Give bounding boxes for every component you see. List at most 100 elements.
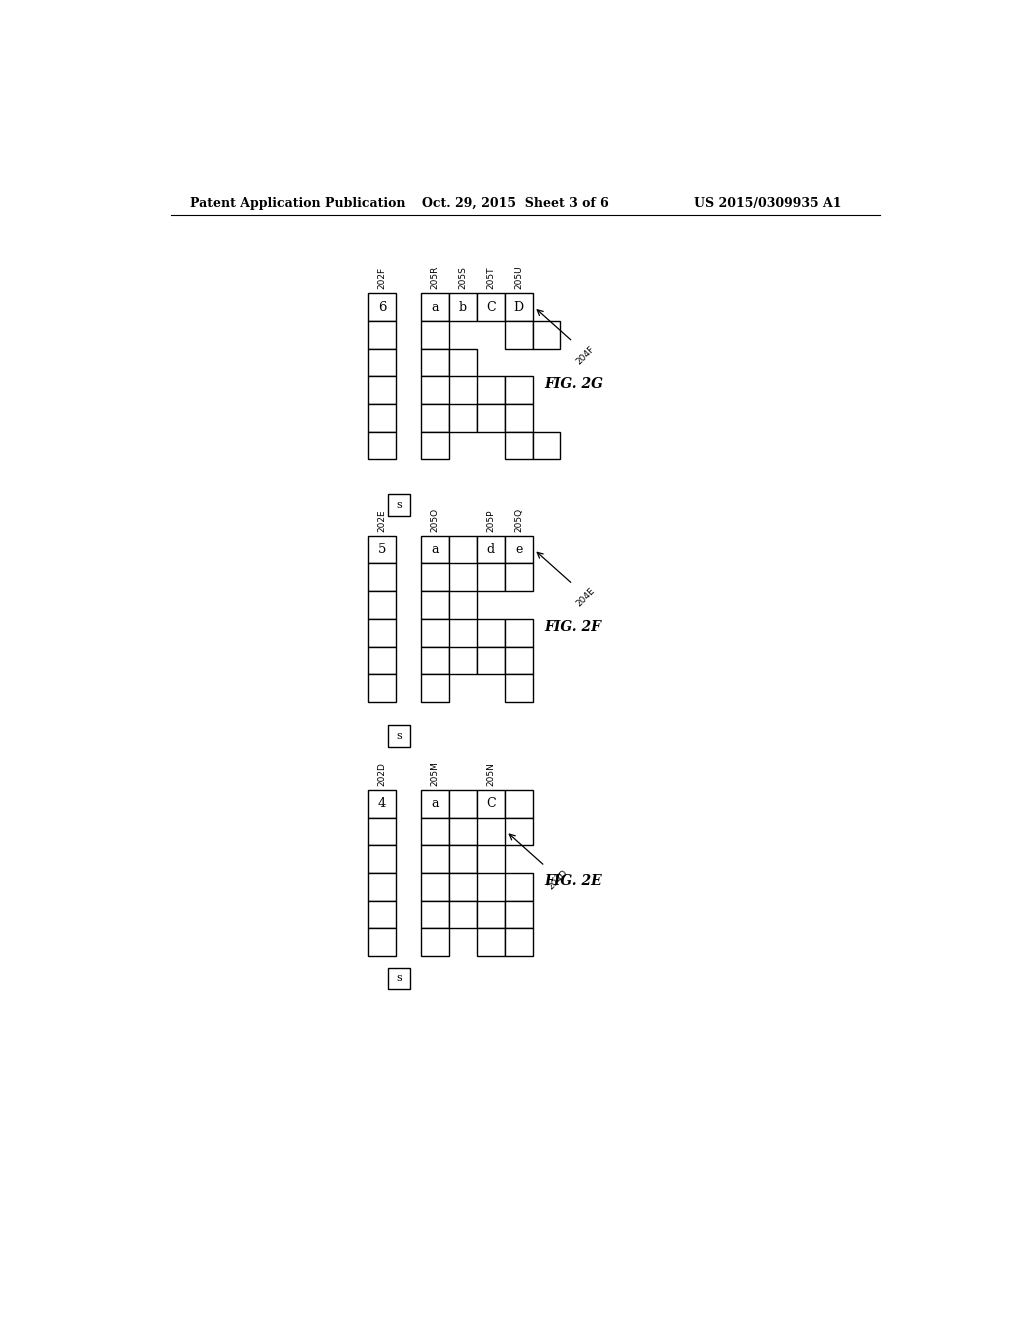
Text: 204F: 204F <box>574 345 596 366</box>
Bar <box>369 873 396 900</box>
Bar <box>388 968 410 989</box>
Text: 205N: 205N <box>486 762 496 785</box>
Bar <box>505 928 532 956</box>
Text: a: a <box>431 301 438 314</box>
Text: C: C <box>485 797 496 810</box>
Text: Oct. 29, 2015  Sheet 3 of 6: Oct. 29, 2015 Sheet 3 of 6 <box>423 197 609 210</box>
Text: US 2015/0309935 A1: US 2015/0309935 A1 <box>693 197 842 210</box>
Text: 204E: 204E <box>574 586 597 609</box>
Bar <box>477 564 505 591</box>
Text: 202E: 202E <box>378 510 387 532</box>
Text: D: D <box>514 301 523 314</box>
Bar <box>505 647 532 675</box>
Bar <box>369 536 396 564</box>
Bar <box>505 293 532 321</box>
Text: 205R: 205R <box>430 265 439 289</box>
Bar <box>369 376 396 404</box>
Bar <box>505 789 532 817</box>
Bar <box>449 536 477 564</box>
Bar <box>421 675 449 702</box>
Bar <box>421 619 449 647</box>
Text: 205U: 205U <box>514 265 523 289</box>
Bar <box>477 789 505 817</box>
Text: s: s <box>396 973 402 983</box>
Text: 205M: 205M <box>430 762 439 785</box>
Bar <box>421 647 449 675</box>
Bar <box>421 293 449 321</box>
Bar <box>369 348 396 376</box>
Text: 202D: 202D <box>378 762 387 785</box>
Bar <box>477 619 505 647</box>
Bar <box>369 675 396 702</box>
Bar <box>449 647 477 675</box>
Text: FIG. 2F: FIG. 2F <box>544 619 601 634</box>
Bar <box>421 591 449 619</box>
Bar <box>369 321 396 348</box>
Bar <box>477 376 505 404</box>
Bar <box>477 845 505 873</box>
Bar <box>449 900 477 928</box>
Bar <box>421 564 449 591</box>
Text: e: e <box>515 543 522 556</box>
Text: a: a <box>431 543 438 556</box>
Bar <box>505 376 532 404</box>
Text: 6: 6 <box>378 301 386 314</box>
Bar <box>505 536 532 564</box>
Bar <box>369 647 396 675</box>
Bar <box>449 348 477 376</box>
Bar <box>421 845 449 873</box>
Bar <box>388 494 410 516</box>
Bar <box>505 404 532 432</box>
Bar <box>477 647 505 675</box>
Bar <box>449 817 477 845</box>
Text: C: C <box>485 301 496 314</box>
Text: 204D: 204D <box>547 869 569 891</box>
Bar <box>477 900 505 928</box>
Bar <box>505 900 532 928</box>
Bar <box>369 404 396 432</box>
Text: 202F: 202F <box>378 267 387 289</box>
Bar <box>477 404 505 432</box>
Text: 205S: 205S <box>459 267 467 289</box>
Text: d: d <box>486 543 495 556</box>
Bar <box>388 725 410 747</box>
Bar <box>505 675 532 702</box>
Text: b: b <box>459 301 467 314</box>
Bar <box>421 873 449 900</box>
Bar <box>505 564 532 591</box>
Bar <box>421 348 449 376</box>
Bar <box>505 873 532 900</box>
Bar <box>369 900 396 928</box>
Bar <box>369 432 396 459</box>
Bar <box>449 293 477 321</box>
Text: s: s <box>396 731 402 741</box>
Bar <box>369 817 396 845</box>
Bar <box>369 564 396 591</box>
Bar <box>449 845 477 873</box>
Bar <box>532 432 560 459</box>
Text: Patent Application Publication: Patent Application Publication <box>190 197 406 210</box>
Bar <box>421 900 449 928</box>
Bar <box>369 591 396 619</box>
Bar <box>421 928 449 956</box>
Bar <box>449 789 477 817</box>
Text: 5: 5 <box>378 543 386 556</box>
Bar <box>421 817 449 845</box>
Bar <box>421 404 449 432</box>
Text: a: a <box>431 797 438 810</box>
Text: 4: 4 <box>378 797 386 810</box>
Text: 205Q: 205Q <box>514 508 523 532</box>
Bar <box>449 591 477 619</box>
Text: s: s <box>396 500 402 510</box>
Bar <box>449 404 477 432</box>
Bar <box>505 321 532 348</box>
Bar <box>532 321 560 348</box>
Text: 205T: 205T <box>486 267 496 289</box>
Text: FIG. 2G: FIG. 2G <box>544 378 603 391</box>
Bar <box>505 619 532 647</box>
Bar <box>369 928 396 956</box>
Bar <box>505 432 532 459</box>
Bar <box>369 789 396 817</box>
Bar <box>421 432 449 459</box>
Text: 205O: 205O <box>430 508 439 532</box>
